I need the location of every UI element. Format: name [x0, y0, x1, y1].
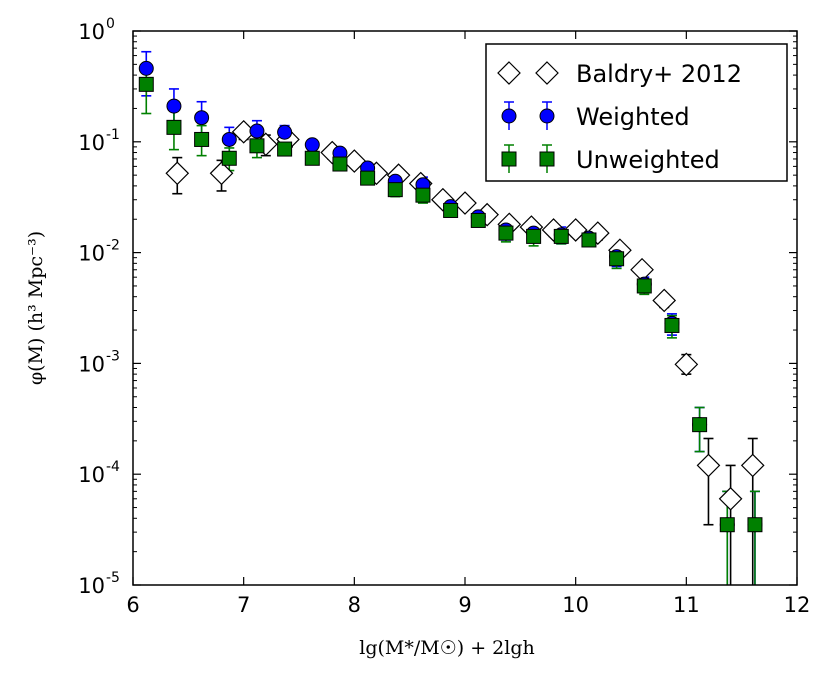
y-tick-label-2: 10: [78, 242, 105, 266]
weighted-point-3: [221, 131, 237, 147]
y-tick-exp-5: -5: [106, 570, 120, 586]
legend-weighted-marker-b: [539, 108, 555, 124]
y-tick-label-3: 10: [78, 352, 105, 376]
unweighted-point-14: [526, 228, 542, 244]
y-tick-exp-4: -4: [106, 459, 120, 475]
unweighted-point-21: [719, 517, 735, 533]
x-tick-label-1: 7: [237, 593, 250, 617]
legend-box: [485, 43, 788, 182]
unweighted-point-16: [581, 232, 597, 248]
baldry-2012-point-1: [209, 161, 234, 186]
baldry-2012-point-23: [718, 486, 743, 511]
unweighted-point-19: [664, 317, 680, 333]
baldry-2012-point-20: [652, 288, 677, 313]
baldry-2012-point-11: [453, 191, 477, 215]
weighted-point-6: [304, 137, 320, 153]
legend-baldry-2012-marker-b: [535, 61, 559, 85]
x-tick-label-4: 10: [562, 593, 589, 617]
baldry-2012-point-22: [696, 453, 721, 478]
legend: Baldry+ 2012 Weighted Unweighted: [485, 43, 788, 182]
unweighted-point-8: [360, 170, 376, 186]
legend-baldry-2012-label: Baldry+ 2012: [576, 60, 742, 88]
legend-weighted-marker-a: [501, 108, 517, 124]
unweighted-point-12: [470, 212, 486, 228]
weighted-point-4: [249, 123, 265, 139]
y-tick-label-4: 10: [78, 463, 105, 487]
baldry-2012-point-21: [674, 352, 699, 377]
baldry-2012-point-0: [165, 161, 190, 186]
unweighted-point-9: [387, 182, 403, 198]
x-tick-label-2: 8: [348, 593, 361, 617]
unweighted-point-1: [166, 119, 182, 135]
unweighted-point-17: [609, 251, 625, 267]
unweighted-point-22: [747, 517, 763, 533]
unweighted-point-4: [249, 138, 265, 154]
x-axis-title: lg(M*/M☉) + 2lgh: [359, 637, 534, 659]
x-tick-label-6: 12: [784, 593, 811, 617]
unweighted-point-18: [636, 278, 652, 294]
unweighted-point-10: [415, 187, 431, 203]
weighted-point-1: [166, 98, 182, 114]
unweighted-point-3: [221, 150, 237, 166]
y-tick-label-0: 10: [78, 20, 105, 44]
unweighted-point-13: [498, 225, 514, 241]
unweighted-point-20: [692, 417, 708, 433]
unweighted-point-11: [443, 202, 459, 218]
x-tick-label-5: 11: [673, 593, 700, 617]
unweighted-point-0: [138, 76, 154, 92]
baldry-2012-point-16: [563, 218, 588, 242]
legend-weighted-label: Weighted: [576, 103, 690, 131]
unweighted-point-15: [553, 228, 569, 244]
x-tick-label-0: 6: [126, 593, 139, 617]
y-tick-exp-0: 0: [106, 16, 115, 32]
baldry-2012-point-24: [740, 453, 765, 478]
y-tick-exp-2: -2: [106, 238, 120, 254]
x-tick-label-3: 9: [458, 593, 471, 617]
weighted-point-2: [194, 110, 210, 126]
weighted-point-0: [138, 60, 154, 76]
legend-unweighted-marker-b: [539, 151, 555, 167]
markers-layer: [138, 60, 765, 533]
y-tick-label-5: 10: [78, 574, 105, 598]
weighted-point-5: [277, 124, 293, 140]
legend-baldry-2012-marker-a: [497, 61, 521, 85]
unweighted-point-5: [277, 141, 293, 157]
legend-unweighted-marker-a: [501, 151, 517, 167]
unweighted-point-6: [304, 150, 320, 166]
unweighted-point-7: [332, 156, 348, 172]
y-tick-label-1: 10: [78, 131, 105, 155]
unweighted-point-2: [194, 131, 210, 147]
legend-unweighted-label: Unweighted: [576, 146, 720, 174]
y-tick-exp-3: -3: [106, 348, 120, 364]
y-tick-exp-1: -1: [106, 127, 120, 143]
y-axis-title: φ(M) (h³ Mpc⁻³): [25, 231, 47, 385]
